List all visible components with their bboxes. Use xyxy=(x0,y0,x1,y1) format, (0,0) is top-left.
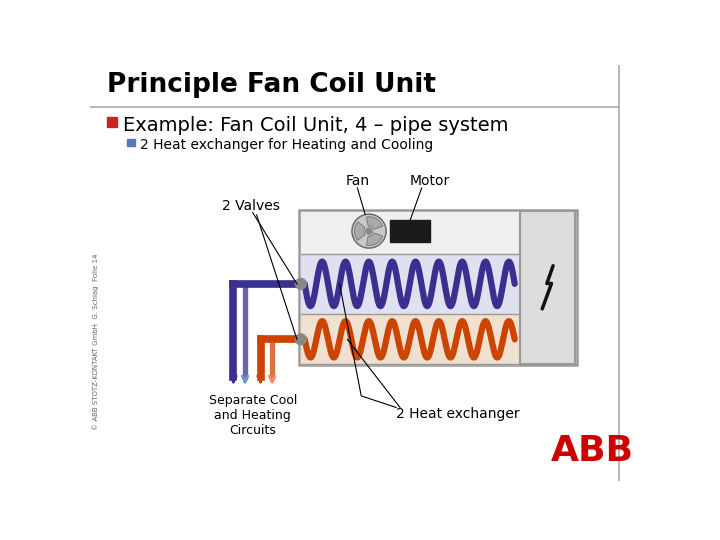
Bar xyxy=(301,254,518,314)
Text: 2 Valves: 2 Valves xyxy=(222,199,279,213)
Text: Principle Fan Coil Unit: Principle Fan Coil Unit xyxy=(107,72,436,98)
Bar xyxy=(390,220,431,242)
Bar xyxy=(300,210,577,365)
Text: 2 Heat exchanger for Heating and Cooling: 2 Heat exchanger for Heating and Cooling xyxy=(140,138,433,152)
Bar xyxy=(107,117,117,127)
Text: ABB: ABB xyxy=(551,434,634,468)
Bar xyxy=(301,315,518,363)
Wedge shape xyxy=(354,222,365,240)
Bar xyxy=(520,211,575,363)
Wedge shape xyxy=(366,217,382,230)
Circle shape xyxy=(295,279,306,289)
Circle shape xyxy=(295,334,306,345)
Text: Example: Fan Coil Unit, 4 – pipe system: Example: Fan Coil Unit, 4 – pipe system xyxy=(122,117,508,136)
Circle shape xyxy=(352,214,386,248)
Bar xyxy=(127,139,135,146)
Text: 2 Heat exchanger: 2 Heat exchanger xyxy=(396,408,520,421)
Wedge shape xyxy=(366,233,382,246)
Circle shape xyxy=(366,228,372,234)
Text: © ABB STOTZ-KONTAKT GmbH  G. Schlag  Folie 14: © ABB STOTZ-KONTAKT GmbH G. Schlag Folie… xyxy=(92,254,99,430)
Text: Motor: Motor xyxy=(410,174,449,188)
Text: Fan: Fan xyxy=(346,174,369,188)
Text: Separate Cool
and Heating
Circuits: Separate Cool and Heating Circuits xyxy=(209,394,297,436)
